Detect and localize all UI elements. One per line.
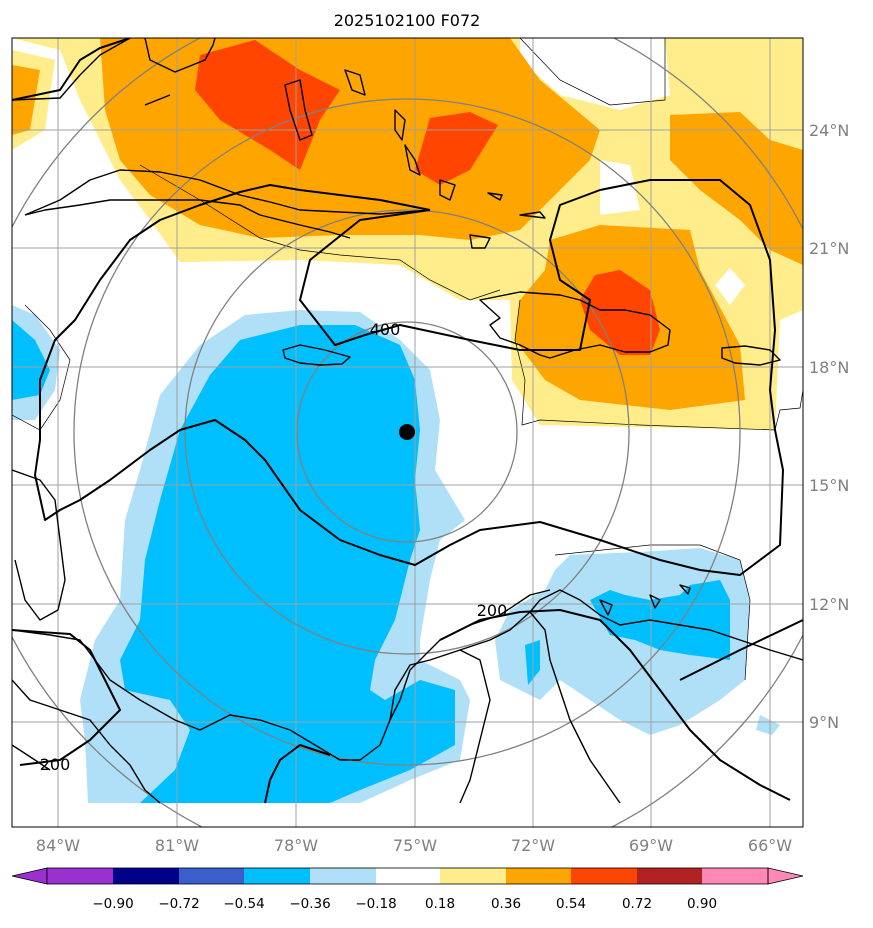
latitude-labels: 24°N 21°N 18°N 15°N 12°N 9°N	[809, 121, 849, 732]
storm-center-marker	[399, 424, 415, 440]
neutral-area-diamond	[715, 268, 745, 305]
lon-label-81w: 81°W	[155, 836, 199, 855]
map-frame	[11, 37, 804, 828]
colorbar-tick-8: 0.54	[556, 896, 586, 912]
colorbar-bin-8	[506, 868, 571, 884]
lon-label-69w: 69°W	[629, 836, 673, 855]
colorbar-bin-7	[440, 868, 506, 884]
colorbar: −0.90 −0.72 −0.54 −0.36 −0.18 0.18 0.36 …	[11, 867, 804, 912]
lat-label-12n: 12°N	[809, 595, 849, 614]
colorbar-bin-3	[179, 868, 244, 884]
neutral-area	[520, 38, 670, 110]
colorbar-tick-1: −0.90	[92, 896, 133, 912]
lon-label-78w: 78°W	[274, 836, 318, 855]
colorbar-tick-4: −0.36	[289, 896, 330, 912]
colorbar-outline	[46, 867, 769, 885]
range-ring-3	[73, 98, 741, 766]
range-ring-1	[296, 321, 518, 543]
colorbar-tick-5: −0.18	[355, 896, 396, 912]
height-contours	[12, 38, 803, 804]
contour-label-200-east: 200	[477, 601, 508, 620]
lat-label-9n: 9°N	[809, 713, 839, 732]
colorbar-tick-3: −0.54	[223, 896, 264, 912]
lon-label-84w: 84°W	[36, 836, 80, 855]
colorbar-extend-low	[11, 867, 48, 885]
colorbar-bin-5	[310, 868, 376, 884]
lon-label-72w: 72°W	[511, 836, 555, 855]
lat-label-15n: 15°N	[809, 476, 849, 495]
map-panel: 400 200 200	[12, 38, 803, 827]
lon-label-75w: 75°W	[393, 836, 437, 855]
range-rings	[12, 38, 803, 827]
colorbar-tick-7: 0.36	[491, 896, 521, 912]
lat-label-24n: 24°N	[809, 121, 849, 140]
colorbar-bin-10	[637, 868, 702, 884]
lat-label-21n: 21°N	[809, 239, 849, 258]
colorbar-bin-11	[702, 868, 768, 884]
colorbar-bin-6	[376, 868, 440, 884]
map-title: 2025102100 F072	[334, 11, 481, 30]
colorbar-tick-9: 0.72	[622, 896, 652, 912]
colorbar-tick-2: −0.72	[158, 896, 199, 912]
zero-contour-lines	[12, 38, 803, 681]
colorbar-bin-9	[571, 868, 637, 884]
colorbar-bin-4	[244, 868, 310, 884]
colorbar-tick-10: 0.90	[687, 896, 717, 912]
longitude-labels: 84°W 81°W 78°W 75°W 72°W 69°W 66°W	[36, 836, 792, 855]
lat-label-18n: 18°N	[809, 358, 849, 377]
colorbar-extend-high	[767, 867, 804, 885]
lon-label-66w: 66°W	[748, 836, 792, 855]
colorbar-bin-1	[47, 868, 113, 884]
neutral-area-small	[600, 160, 640, 215]
colorbar-tick-6: 0.18	[425, 896, 455, 912]
range-ring-2	[184, 209, 630, 655]
contour-label-200-west: 200	[40, 755, 71, 774]
colorbar-bin-2	[113, 868, 179, 884]
contour-label-400: 400	[370, 320, 401, 339]
